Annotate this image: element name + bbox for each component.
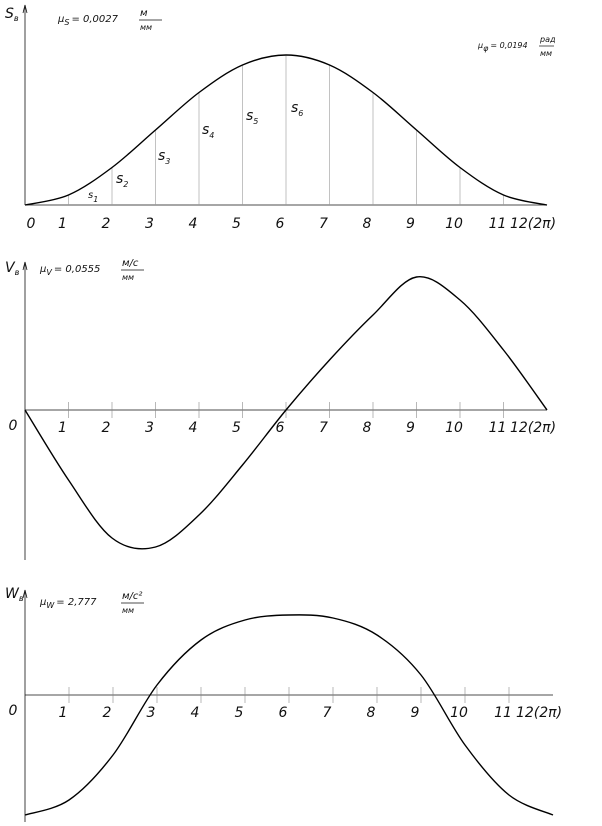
x-tick-label: 5 xyxy=(235,705,244,721)
segment-main: s xyxy=(88,190,93,201)
scale-sub: V xyxy=(46,268,52,277)
segment-label: s3 xyxy=(158,148,170,166)
scale-sub: W xyxy=(46,601,55,610)
segment-label: s1 xyxy=(88,190,98,204)
x-tick-label: 9 xyxy=(406,216,415,232)
scale-sub: φ xyxy=(483,44,489,53)
x-tick-label: 10 xyxy=(445,420,463,436)
curve xyxy=(24,276,548,550)
segment-main: s xyxy=(246,108,253,124)
scale-sub: S xyxy=(64,18,69,27)
x-tick-label: 5 xyxy=(232,216,241,232)
x-tick-label: 0 xyxy=(27,216,36,232)
scale-symbol: μ xyxy=(57,14,64,25)
scale-den: мм xyxy=(122,273,134,282)
scale-num: рад xyxy=(539,35,556,44)
x-tick-label: 8 xyxy=(363,216,372,232)
y-axis-label: Sв xyxy=(5,6,19,23)
y-axis-arrow xyxy=(22,261,28,271)
x-tick-label: 8 xyxy=(367,705,376,721)
x-tick-label: 10 xyxy=(445,216,463,232)
x-tick-label: 3 xyxy=(145,420,154,436)
scale-num: м/с² xyxy=(122,591,142,602)
y-axis-sub: в xyxy=(14,14,19,23)
curve xyxy=(24,54,548,206)
scale-symbol: μ xyxy=(477,41,483,50)
x-tick-label: 12(2π) xyxy=(510,216,556,232)
scale-symbol: μ xyxy=(39,597,46,608)
y-axis-arrow xyxy=(22,4,28,14)
y-axis-label: Vв xyxy=(5,260,20,277)
x-tick-label: 7 xyxy=(319,216,328,232)
x-tick-label: 1 xyxy=(58,216,67,232)
scale-value: = 0,0555 xyxy=(54,264,101,275)
y-axis-symbol: S xyxy=(5,6,14,22)
x-tick-label: 6 xyxy=(276,420,285,436)
x-tick-label: 4 xyxy=(189,420,198,436)
scale-num: м xyxy=(140,8,148,19)
scale-symbol: μ xyxy=(39,264,46,275)
segment-label: s4 xyxy=(202,122,214,140)
scale-label: μφ = 0,0194 xyxy=(477,41,528,53)
scale-value: = 0,0194 xyxy=(490,41,527,50)
x-tick-label: 2 xyxy=(103,705,112,721)
x-tick-label: 5 xyxy=(232,420,241,436)
segment-sub: 1 xyxy=(93,195,98,204)
x-tick-label: 1 xyxy=(59,705,68,721)
scale-label: μV = 0,0555 xyxy=(39,264,100,277)
scale-den: мм xyxy=(140,23,152,32)
segment-label: s6 xyxy=(291,100,303,118)
segment-label: s5 xyxy=(246,108,258,126)
x-tick-label: 6 xyxy=(279,705,288,721)
scale-value: = 2,777 xyxy=(56,597,97,608)
curve xyxy=(24,614,554,816)
x-tick-label: 11 xyxy=(489,420,507,436)
y-axis-sub: в xyxy=(19,594,24,603)
segment-main: s xyxy=(202,122,209,138)
scale-den: мм xyxy=(540,49,552,58)
y-axis-symbol: W xyxy=(5,586,20,602)
x-tick-label: 8 xyxy=(363,420,372,436)
x-tick-label: 2 xyxy=(102,420,111,436)
x-tick-label: 0 xyxy=(9,418,18,434)
x-tick-label: 3 xyxy=(145,216,154,232)
segment-main: s xyxy=(116,171,123,187)
y-axis-arrow xyxy=(22,589,28,599)
scale-den: мм xyxy=(122,606,134,615)
segment-sub: 6 xyxy=(298,109,303,118)
x-tick-label: 7 xyxy=(319,420,328,436)
scale-num: м/с xyxy=(122,258,139,269)
segment-main: s xyxy=(158,148,165,164)
y-axis-label: Wв xyxy=(5,586,24,603)
x-tick-label: 12(2π) xyxy=(516,705,562,721)
x-tick-label: 0 xyxy=(9,703,18,719)
segment-sub: 5 xyxy=(253,117,258,126)
x-tick-label: 4 xyxy=(191,705,200,721)
x-tick-label: 1 xyxy=(58,420,67,436)
x-tick-label: 9 xyxy=(406,420,415,436)
scale-value: = 0,0027 xyxy=(71,14,118,25)
x-tick-label: 10 xyxy=(450,705,468,721)
segment-sub: 2 xyxy=(123,180,128,189)
scale-label: μS = 0,0027 xyxy=(57,14,119,27)
x-tick-label: 2 xyxy=(102,216,111,232)
y-axis-symbol: V xyxy=(5,260,16,276)
x-tick-label: 12(2π) xyxy=(510,420,556,436)
segment-sub: 3 xyxy=(165,157,170,166)
segment-label: s2 xyxy=(116,171,128,189)
x-tick-label: 9 xyxy=(411,705,420,721)
x-tick-label: 4 xyxy=(189,216,198,232)
segment-main: s xyxy=(291,100,298,116)
x-tick-label: 6 xyxy=(276,216,285,232)
x-tick-label: 7 xyxy=(323,705,332,721)
x-tick-label: 11 xyxy=(494,705,512,721)
segment-sub: 4 xyxy=(209,131,214,140)
x-tick-label: 11 xyxy=(489,216,507,232)
y-axis-sub: в xyxy=(15,268,20,277)
x-tick-label: 3 xyxy=(147,705,156,721)
scale-label: μW = 2,777 xyxy=(39,597,97,610)
